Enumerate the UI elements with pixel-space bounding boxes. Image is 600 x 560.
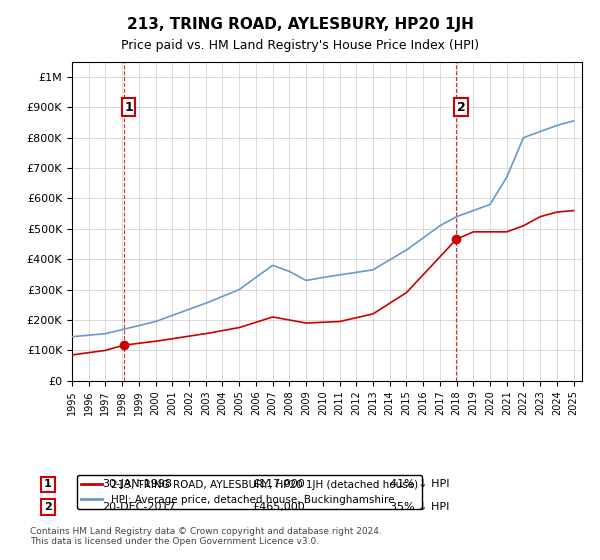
Text: £465,000: £465,000 — [252, 502, 305, 512]
Text: 2: 2 — [457, 101, 466, 114]
Text: 213, TRING ROAD, AYLESBURY, HP20 1JH: 213, TRING ROAD, AYLESBURY, HP20 1JH — [127, 17, 473, 32]
Legend: 213, TRING ROAD, AYLESBURY, HP20 1JH (detached house), HPI: Average price, detac: 213, TRING ROAD, AYLESBURY, HP20 1JH (de… — [77, 475, 422, 509]
Text: 1: 1 — [124, 101, 133, 114]
Text: 1: 1 — [44, 479, 52, 489]
Text: 41% ↓ HPI: 41% ↓ HPI — [390, 479, 449, 489]
Text: 35% ↓ HPI: 35% ↓ HPI — [390, 502, 449, 512]
Text: 30-JAN-1998: 30-JAN-1998 — [102, 479, 172, 489]
Text: £117,000: £117,000 — [252, 479, 305, 489]
Text: Contains HM Land Registry data © Crown copyright and database right 2024.
This d: Contains HM Land Registry data © Crown c… — [30, 526, 382, 546]
Text: 2: 2 — [44, 502, 52, 512]
Text: Price paid vs. HM Land Registry's House Price Index (HPI): Price paid vs. HM Land Registry's House … — [121, 39, 479, 52]
Text: 20-DEC-2017: 20-DEC-2017 — [102, 502, 176, 512]
